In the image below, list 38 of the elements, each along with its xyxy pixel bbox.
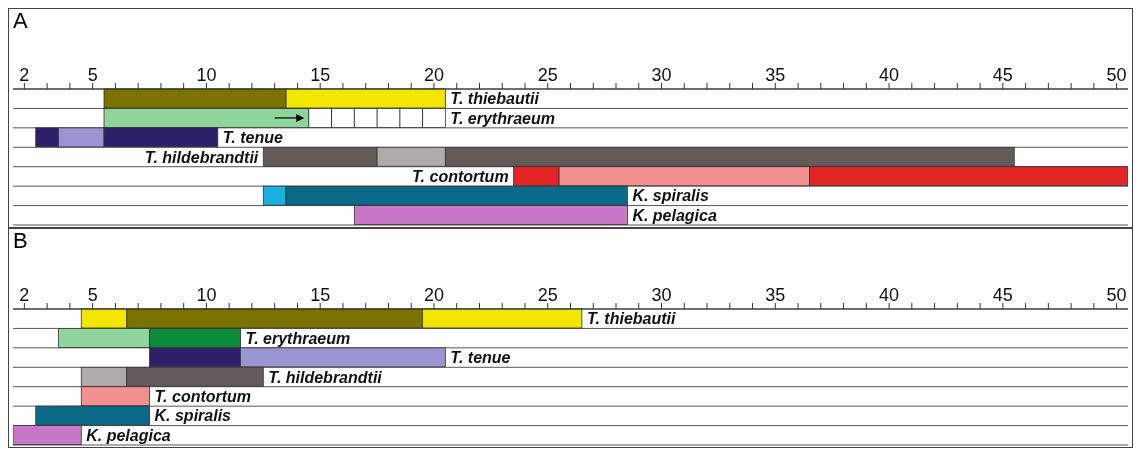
x-tick-label: 30 — [651, 285, 672, 305]
x-tick-label: 40 — [879, 65, 900, 85]
x-tick-label: 35 — [765, 285, 786, 305]
x-tick-label: 5 — [87, 285, 98, 305]
x-tick-label: 10 — [196, 285, 217, 305]
x-tick-label: 15 — [310, 285, 331, 305]
y-tick-label: T. tenue — [450, 349, 511, 367]
y-tick-label: T. erythraeum — [450, 109, 555, 127]
x-tick-label: 2 — [19, 65, 30, 85]
x-tick-label: 20 — [423, 65, 444, 85]
y-tick-label: T. erythraeum — [245, 329, 351, 347]
chart-title: B — [13, 228, 28, 253]
x-tick-label: 35 — [765, 65, 786, 85]
x-tick-label: 40 — [879, 285, 900, 305]
x-tick-label: 20 — [423, 285, 444, 305]
x-tick-label: 50 — [1106, 285, 1127, 305]
y-tick-label: T. hildebrandtii — [268, 368, 383, 386]
y-tick-label: T. contortum — [154, 387, 252, 405]
x-tick-label: 25 — [537, 285, 558, 305]
chart-title: A — [13, 8, 28, 33]
y-tick-label: K. spiralis — [632, 187, 709, 205]
y-tick-label: T. hildebrandtii — [144, 148, 259, 166]
x-tick-label: 15 — [310, 65, 331, 85]
y-tick-label: K. pelagica — [632, 206, 717, 224]
y-tick-label: T. thiebautii — [450, 90, 540, 108]
x-tick-label: 30 — [651, 65, 672, 85]
x-tick-label: 5 — [87, 65, 98, 85]
x-tick-label: 25 — [537, 65, 558, 85]
y-tick-label: T. tenue — [222, 129, 284, 147]
x-tick-label: 2 — [19, 285, 30, 305]
y-tick-label: K. spiralis — [154, 407, 232, 425]
y-tick-label: T. contortum — [412, 167, 509, 185]
y-tick-label: T. thiebautii — [586, 310, 677, 328]
x-tick-label: 50 — [1106, 65, 1127, 85]
x-tick-label: 10 — [196, 65, 217, 85]
x-tick-label: 45 — [992, 65, 1013, 85]
y-tick-label: K. pelagica — [86, 426, 171, 444]
x-tick-label: 45 — [992, 285, 1013, 305]
